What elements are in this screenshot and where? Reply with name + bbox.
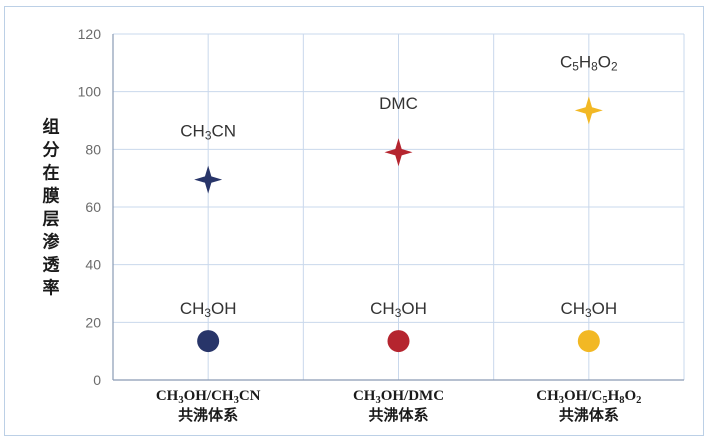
y-tick-label: 100 xyxy=(78,84,102,100)
point-label: CH3OH xyxy=(370,299,427,320)
point-label: C5H8O2 xyxy=(560,52,618,73)
y-tick-label: 0 xyxy=(93,372,101,388)
y-tick-label: 20 xyxy=(85,314,101,330)
x-category-sublabel: 共沸体系 xyxy=(178,406,238,424)
x-category-sublabel: 共沸体系 xyxy=(559,406,619,424)
point-label: CH3OH xyxy=(560,299,617,320)
x-category-label: CH3OH/CH3CN xyxy=(156,388,261,406)
point-labels: CH3OH CH3CN CH3OH DMC CH3OH C5H8O2 xyxy=(180,52,618,320)
point-star xyxy=(194,165,223,194)
point-label: CH3OH xyxy=(180,299,237,320)
chart-frame: 0 20 40 60 80 100 120 CH3OH/CH3CN 共沸体系 CH3OH/DMC… xyxy=(4,6,704,436)
y-tick-label: 40 xyxy=(85,257,101,273)
axes xyxy=(112,34,684,381)
y-axis-label: 组分在膜层渗透率 xyxy=(43,117,61,299)
x-category-sublabel: 共沸体系 xyxy=(368,406,428,424)
y-tick-label: 120 xyxy=(78,26,102,42)
y-tick-labels: 0 20 40 60 80 100 120 xyxy=(78,26,102,388)
y-tick-label: 60 xyxy=(85,199,101,215)
point-star xyxy=(574,96,603,125)
grid-lines xyxy=(113,33,685,380)
x-category-label: CH3OH/C5H8O2 xyxy=(536,388,641,406)
point-star xyxy=(384,138,413,167)
data-points xyxy=(194,96,603,353)
point-label: DMC xyxy=(379,94,418,113)
point-circle xyxy=(197,330,220,353)
x-category-label: CH3OH/DMC xyxy=(353,388,444,406)
point-label: CH3CN xyxy=(180,122,236,143)
point-circle xyxy=(577,330,600,353)
y-tick-label: 80 xyxy=(85,141,101,157)
point-circle xyxy=(387,330,410,353)
x-category-labels: CH3OH/CH3CN共沸体系CH3OH/DMC共沸体系CH3OH/C5H8O2… xyxy=(156,388,642,424)
